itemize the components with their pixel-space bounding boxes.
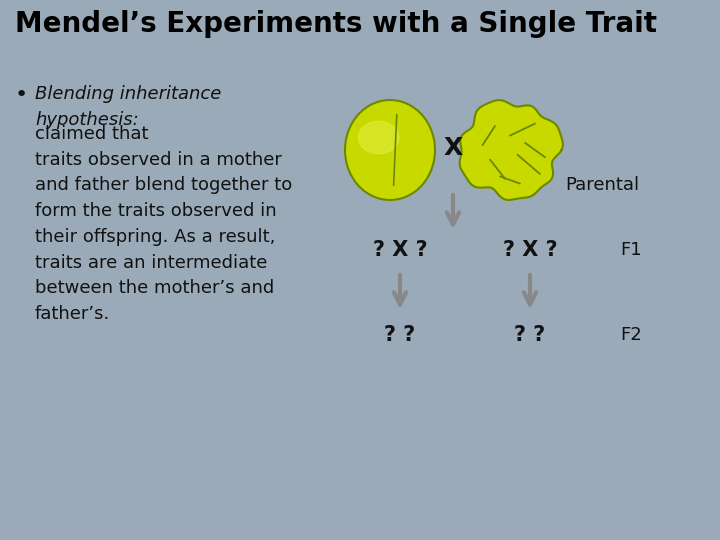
Text: X: X [444,136,463,160]
Text: •: • [15,85,28,105]
Ellipse shape [359,122,399,154]
Text: Mendel’s Experiments with a Single Trait: Mendel’s Experiments with a Single Trait [15,10,657,38]
Text: claimed that
traits observed in a mother
and father blend together to
form the t: claimed that traits observed in a mother… [35,125,292,323]
Text: ? ?: ? ? [384,325,415,345]
Text: F1: F1 [620,241,642,259]
Text: ? X ?: ? X ? [503,240,557,260]
Polygon shape [459,100,563,200]
Text: F2: F2 [620,326,642,344]
Text: ? X ?: ? X ? [373,240,427,260]
Text: ? ?: ? ? [514,325,546,345]
Text: Blending inheritance
hypothesis:: Blending inheritance hypothesis: [35,85,221,129]
Ellipse shape [345,100,435,200]
Text: Parental: Parental [565,176,639,194]
